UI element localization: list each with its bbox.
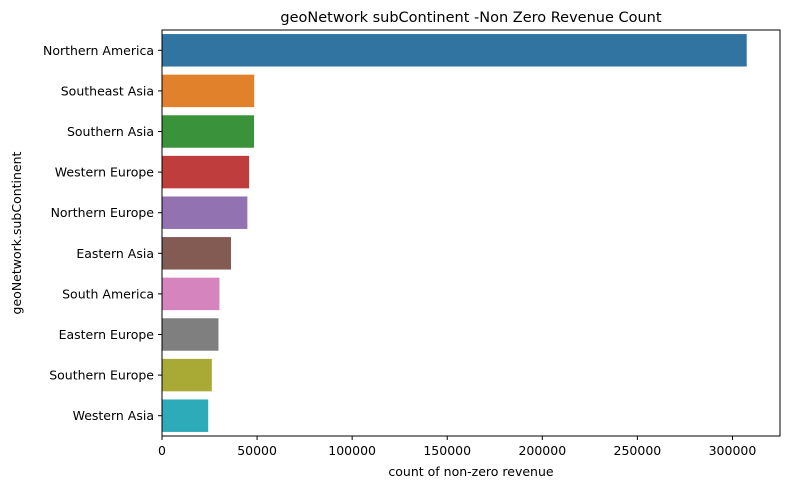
y-tick-label: Northern America (43, 43, 154, 58)
x-axis-ticks: 0 50000 100000 150000 200000 250000 300000 (158, 436, 756, 458)
y-tick-label: Eastern Europe (59, 327, 155, 342)
plot-frame (161, 29, 781, 437)
bar-northern-america (162, 34, 747, 67)
y-tick-label: Western Europe (55, 165, 155, 180)
x-tick-label: 100000 (328, 443, 376, 458)
bar-western-asia (162, 399, 209, 432)
bar-eastern-europe (162, 318, 219, 351)
bar-southern-asia (162, 115, 255, 148)
bar-western-europe (162, 155, 250, 189)
bar-south-america (162, 277, 220, 311)
x-tick-label: 50000 (237, 443, 277, 458)
y-tick-label: Northern Europe (51, 205, 155, 220)
y-tick-label: Southern Asia (67, 124, 154, 139)
y-tick-label: Western Asia (73, 408, 154, 423)
chart-title: geoNetwork subContinent -Non Zero Revenu… (280, 10, 661, 26)
y-axis-label: geoNetwork.subContinent (9, 151, 24, 314)
y-axis-ticks: Northern America Southeast Asia Southern A… (43, 43, 162, 423)
bars-layer (162, 34, 747, 432)
x-tick-label: 150000 (423, 443, 471, 458)
x-tick-label: 250000 (614, 443, 662, 458)
y-tick-label: Eastern Asia (76, 246, 154, 261)
bar-northern-europe (162, 196, 248, 229)
y-tick-label: Southeast Asia (61, 83, 154, 98)
x-tick-label: 300000 (709, 443, 757, 458)
x-tick-label: 0 (158, 443, 166, 458)
bar-southern-europe (162, 358, 212, 392)
y-tick-label: South America (62, 286, 154, 301)
bar-southeast-asia (162, 74, 255, 108)
bar-eastern-asia (162, 237, 232, 270)
y-tick-label: Southern Europe (49, 368, 154, 383)
x-axis-label: count of non-zero revenue (388, 464, 553, 479)
x-tick-label: 200000 (518, 443, 566, 458)
